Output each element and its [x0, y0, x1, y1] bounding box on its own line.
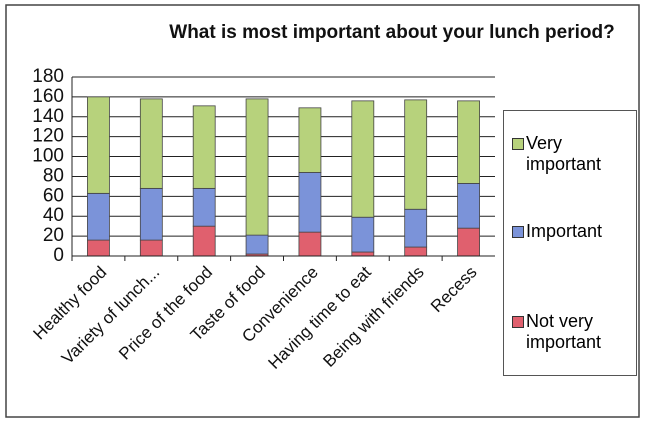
- y-tick-label: 80: [43, 165, 64, 186]
- bar-segment: [404, 208, 428, 248]
- y-tick-label: 40: [43, 205, 64, 226]
- legend-label: Not very important: [526, 311, 602, 352]
- chart-border: [5, 4, 640, 418]
- x-tick-label: Being with friends: [319, 263, 427, 371]
- legend-item: Not very important: [512, 311, 636, 353]
- chart-title: What is most important about your lunch …: [169, 22, 614, 43]
- bar-segment: [457, 227, 480, 257]
- bar-segment: [457, 183, 480, 229]
- y-tick-label: 0: [53, 245, 64, 266]
- bar-segment: [87, 239, 110, 257]
- bar-segment: [245, 234, 269, 255]
- bar-segment: [192, 105, 216, 189]
- legend-swatch: [512, 226, 524, 238]
- y-tick-label: 20: [43, 225, 64, 246]
- bar-segment: [87, 192, 110, 241]
- bar-segment: [139, 98, 163, 189]
- y-tick-label: 60: [43, 185, 64, 206]
- bar-segment: [298, 172, 322, 233]
- legend-label: Very important: [526, 133, 602, 174]
- y-tick-label: 140: [32, 106, 64, 127]
- y-tick-label: 120: [32, 126, 64, 147]
- bar-segment: [298, 231, 322, 257]
- bar-segment: [404, 99, 428, 210]
- bar-segment: [192, 225, 216, 257]
- legend-item: Very important: [512, 133, 636, 175]
- bar-segment: [245, 98, 269, 236]
- legend-item: Important: [512, 221, 636, 242]
- bar-segment: [457, 100, 480, 184]
- bar-segment: [87, 96, 110, 194]
- bar-segment: [139, 239, 163, 257]
- bar-segment: [139, 187, 163, 241]
- bar-segment: [351, 251, 375, 257]
- legend-swatch: [512, 316, 524, 328]
- bar-segment: [192, 187, 216, 227]
- bar-segment: [351, 100, 375, 218]
- x-tick-label: Variety of lunch...: [58, 263, 163, 368]
- bar-segment: [298, 107, 322, 173]
- bar-segment: [351, 216, 375, 253]
- y-tick-label: 180: [32, 66, 64, 87]
- x-tick-label: Price of the food: [115, 263, 216, 364]
- x-tick-label: Recess: [427, 263, 481, 317]
- y-tick-label: 100: [32, 146, 64, 167]
- legend: Not very important Important Very importan…: [503, 110, 637, 376]
- y-tick-label: 160: [32, 86, 64, 107]
- legend-label: Important: [526, 221, 603, 241]
- legend-swatch: [512, 138, 524, 150]
- bar-segment: [404, 246, 428, 257]
